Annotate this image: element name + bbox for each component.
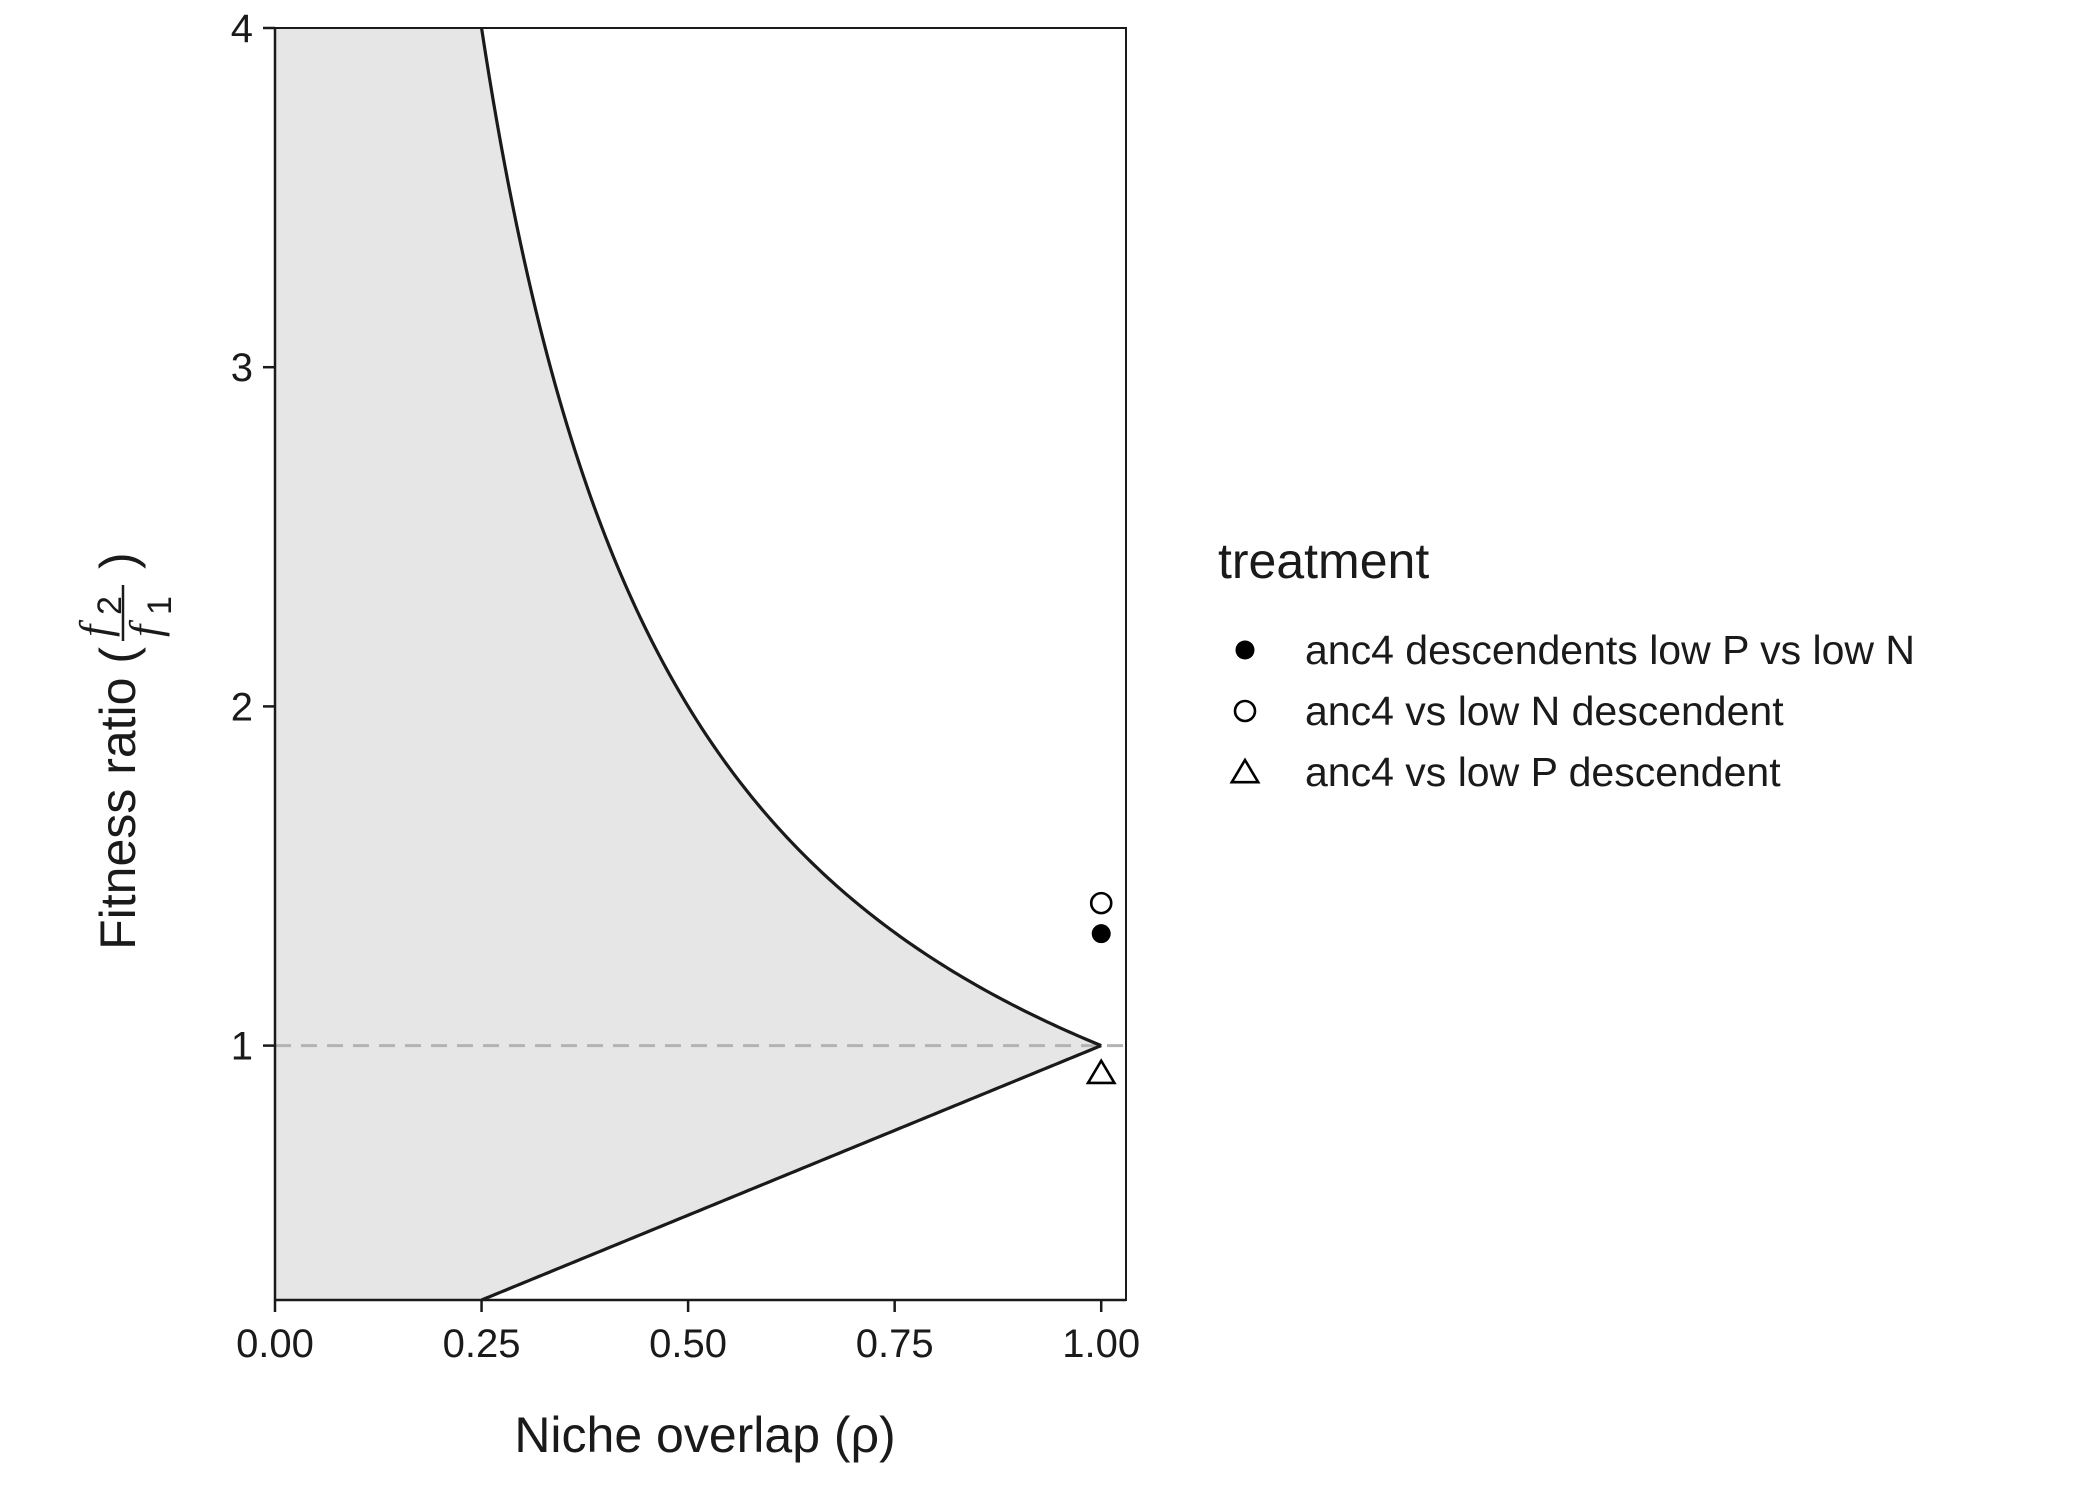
lower-boundary-curve bbox=[480, 1044, 1102, 1302]
legend-key-open-triangle bbox=[1229, 757, 1261, 784]
legend-entries: anc4 descendents low P vs low N anc4 vs l… bbox=[1229, 627, 1915, 795]
x-tick-label: 0.00 bbox=[236, 1322, 314, 1366]
x-axis: 0.00 0.25 0.50 0.75 1.00 bbox=[236, 1298, 1140, 1366]
data-points bbox=[1085, 891, 1117, 1085]
y-axis-title: Fitness ratio ( f 2 f 1 ) bbox=[71, 552, 179, 950]
y-tick-label: 3 bbox=[231, 346, 253, 390]
x-tick-label: 1.00 bbox=[1062, 1322, 1140, 1366]
x-axis-title: Niche overlap (ρ) bbox=[514, 1407, 895, 1463]
legend-key-open-circle bbox=[1233, 699, 1257, 723]
legend-title: treatment bbox=[1218, 533, 1429, 589]
legend-entry: anc4 vs low P descendent bbox=[1229, 749, 1781, 795]
legend-entry: anc4 descendents low P vs low N bbox=[1235, 627, 1915, 673]
y-axis: 1 2 3 4 bbox=[231, 7, 277, 1300]
y-fraction-denominator: f bbox=[121, 619, 170, 637]
y-fraction-numerator: f bbox=[71, 619, 120, 637]
y-fraction-numerator-sub: 2 bbox=[91, 596, 129, 615]
y-axis-title-close: ) bbox=[90, 552, 146, 569]
y-tick-label: 2 bbox=[231, 685, 253, 729]
x-tick-label: 0.75 bbox=[856, 1322, 934, 1366]
legend-entry: anc4 vs low N descendent bbox=[1233, 688, 1784, 734]
data-point-open-triangle-0 bbox=[1085, 1058, 1117, 1085]
legend-label: anc4 vs low N descendent bbox=[1305, 688, 1784, 734]
x-tick-label: 0.25 bbox=[443, 1322, 521, 1366]
y-axis-title-text: Fitness ratio ( bbox=[90, 647, 146, 950]
data-point-filled-circle-0 bbox=[1091, 924, 1111, 944]
legend-label: anc4 descendents low P vs low N bbox=[1305, 627, 1915, 673]
data-point-open-circle-0 bbox=[1089, 891, 1113, 915]
legend: treatment anc4 descendents low P vs low … bbox=[1218, 533, 1915, 795]
coexistence-region bbox=[275, 28, 1102, 1300]
legend-key-filled-circle bbox=[1235, 640, 1255, 660]
upper-boundary-curve bbox=[479, 27, 1102, 1048]
legend-label: anc4 vs low P descendent bbox=[1305, 749, 1781, 795]
y-fraction-denominator-sub: 1 bbox=[141, 596, 179, 615]
plot-area bbox=[274, 27, 1127, 1302]
y-tick-label: 1 bbox=[231, 1025, 253, 1069]
y-tick-label: 4 bbox=[231, 7, 253, 51]
x-tick-label: 0.50 bbox=[649, 1322, 727, 1366]
